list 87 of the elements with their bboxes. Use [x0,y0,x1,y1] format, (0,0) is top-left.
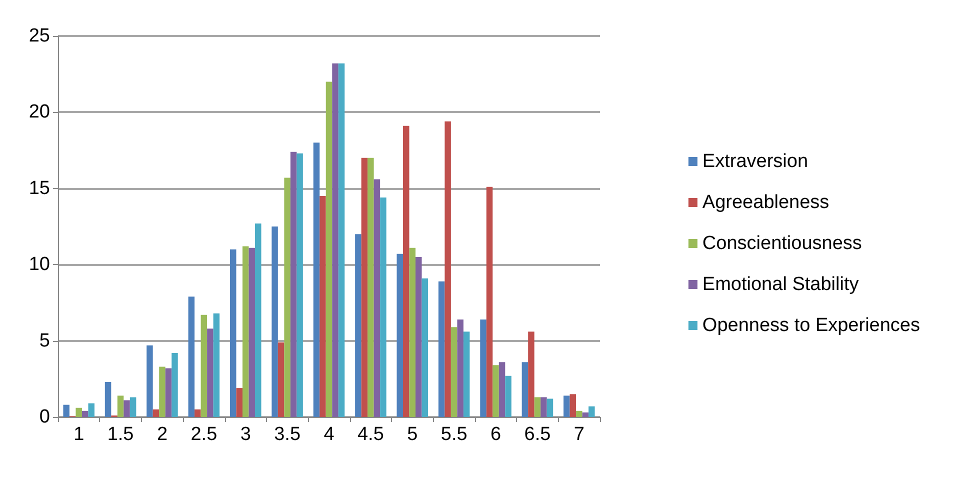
y-tick-label: 15 [28,178,50,199]
x-tick-label: 6 [490,424,502,445]
y-tick-label: 25 [28,26,50,46]
bar [278,342,284,417]
bar [248,248,255,417]
bar [326,82,332,417]
bar [582,412,589,417]
bar [313,142,320,417]
x-tick-label: 1 [74,424,84,445]
bar [409,248,416,417]
bar [207,328,214,417]
bar [188,296,195,417]
bar [540,397,547,417]
y-tick-label: 10 [28,254,50,276]
bar [498,362,506,417]
x-tick-label: 3 [240,424,251,445]
bar [338,63,345,417]
bar [528,332,534,417]
x-tick-label: 7 [574,424,584,445]
bar [296,153,303,417]
bar [88,403,94,417]
bar [588,406,595,417]
bar [422,278,428,417]
bar [230,249,236,417]
bar [463,332,470,417]
bar [380,198,386,417]
bar [146,345,153,417]
bar [117,396,124,417]
bar [438,281,445,417]
x-tick-label: 5.5 [440,424,468,445]
bar [82,410,88,417]
bar [272,226,278,417]
bar [130,397,136,417]
bar [290,152,297,417]
bar [152,409,160,417]
y-tick-label: 20 [28,102,50,123]
x-tick-label: 5 [407,424,418,445]
bar [570,394,576,417]
bar [403,126,410,417]
x-tick-label: 6.5 [524,424,551,445]
bar [368,158,374,417]
bar [416,256,422,417]
bar [361,158,368,417]
bar [332,63,338,417]
legend-label: Emotional Stability [702,274,860,295]
x-tick-label: 2.5 [190,424,218,445]
x-tick-label: 2 [156,424,168,445]
x-tick-label: 4.5 [357,424,384,445]
y-tick-label: 5 [39,330,50,352]
bar [480,319,486,417]
bar [63,404,70,417]
bar [522,362,528,417]
legend-label: Conscientiousness [702,233,862,254]
bar [159,366,166,417]
bar [104,382,112,417]
legend-label: Extraversion [702,151,808,172]
bar [213,313,220,417]
bar [576,410,582,417]
x-tick-label: 4 [324,424,335,445]
bar [374,179,380,417]
bar [76,408,82,417]
bar [396,254,404,417]
bar [450,327,458,417]
bar [284,178,290,417]
bar [355,234,362,417]
bar [320,196,326,417]
bar [546,398,554,417]
bar [564,396,570,417]
legend-label: Openness to Experiences [702,315,920,336]
bar [242,246,249,417]
bar [200,314,208,417]
bar [172,352,178,417]
legend-label: Agreeableness [702,192,830,213]
bar [165,368,172,417]
bar [505,376,512,417]
bar [236,388,242,417]
bar [194,409,201,417]
x-tick-label: 3.5 [274,424,301,445]
bar [124,400,130,417]
bar [444,121,451,417]
y-tick-label: 0 [39,406,50,428]
bar [254,223,262,417]
bar [492,365,499,417]
bar [534,397,541,417]
x-tick-label: 1.5 [107,424,134,445]
bar [486,186,493,417]
bar [457,319,464,417]
